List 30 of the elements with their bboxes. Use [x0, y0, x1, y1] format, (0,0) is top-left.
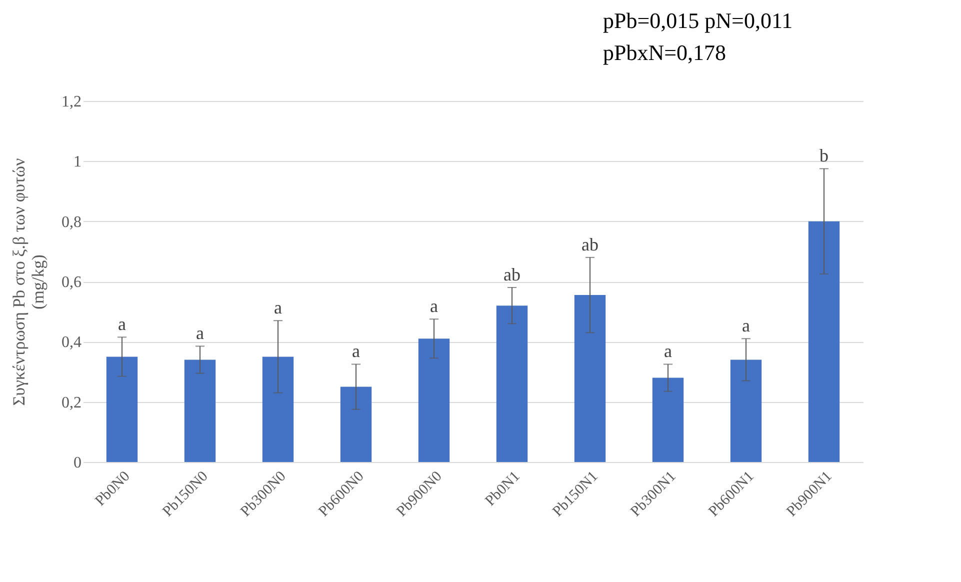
text: pPb=0,015 pN=0,011: [603, 8, 793, 33]
y-tick-label: 0: [74, 454, 82, 472]
annotation: ab: [504, 264, 520, 285]
bar: [418, 338, 450, 462]
y-axis-title: Συγκέντρωση Pb στο ξ.β των φυτών (mg/kg): [10, 158, 48, 406]
annotation: a: [664, 341, 672, 362]
bar: [106, 356, 138, 462]
bar: [808, 221, 840, 462]
text: pPbxN=0,178: [603, 40, 726, 65]
annotation: a: [742, 316, 750, 336]
y-tick-label: 0,8: [62, 214, 82, 231]
y-tick-label: 1: [74, 154, 82, 171]
annotation: ab: [582, 234, 598, 254]
annotation: b: [820, 146, 828, 166]
bar: [574, 295, 606, 462]
y-tick-label: 0,6: [62, 274, 82, 291]
annotation: a: [118, 314, 126, 334]
bar: [496, 306, 528, 462]
bar: [652, 378, 684, 462]
annotation: a: [430, 296, 438, 316]
annotation: a: [196, 323, 204, 344]
annotation: a: [352, 341, 360, 362]
bar: [262, 356, 294, 462]
y-tick-label: 1,2: [62, 94, 82, 110]
bar: [184, 360, 216, 462]
bar: [730, 360, 762, 462]
annotation: a: [274, 298, 282, 318]
y-tick-label: 0,4: [62, 334, 82, 352]
y-tick-label: 0,2: [62, 394, 82, 412]
bar: [340, 386, 372, 462]
